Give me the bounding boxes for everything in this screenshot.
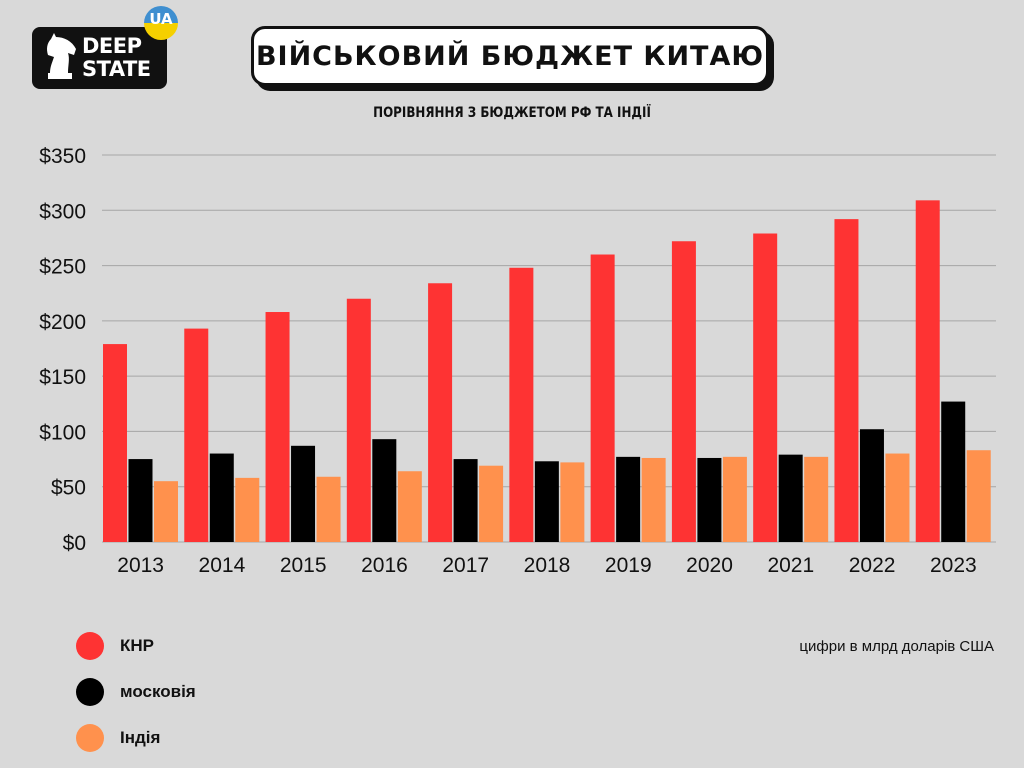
bar-2-2020 xyxy=(722,456,747,542)
bar-2-2013 xyxy=(154,481,178,542)
y-tick-label: $0 xyxy=(63,532,86,555)
bar-2-2019 xyxy=(641,457,666,542)
bar-chart: $0$50$100$150$200$250$300$350 2013 2014 20… xyxy=(39,145,996,577)
legend-dot-russia xyxy=(76,678,104,706)
bar-1-2019 xyxy=(616,456,641,542)
bar-2-2023 xyxy=(966,450,991,542)
bar-2-2015 xyxy=(316,476,341,542)
legend-item-china: КНР xyxy=(76,623,196,669)
bar-2-2021 xyxy=(804,456,829,542)
bar-1-2014 xyxy=(209,453,234,542)
bars xyxy=(103,200,991,543)
y-tick-label: $50 xyxy=(51,477,86,500)
bar-1-2017 xyxy=(453,459,478,542)
x-tick-label: 2018 xyxy=(524,554,571,577)
legend-item-russia: московія xyxy=(76,669,196,715)
bar-1-2020 xyxy=(697,457,722,542)
logo-text-line2: STATE xyxy=(82,57,151,81)
x-tick-label: 2023 xyxy=(930,554,977,577)
bar-1-2013 xyxy=(128,459,153,542)
y-tick-label: $100 xyxy=(39,421,86,444)
chart-subtitle: ПОРІВНЯННЯ З БЮДЖЕТОМ РФ ТА ІНДІЇ xyxy=(373,105,651,121)
bar-1-2016 xyxy=(372,439,397,542)
bar-0-2019 xyxy=(590,254,615,542)
bar-2-2016 xyxy=(397,471,422,542)
y-tick-label: $200 xyxy=(39,311,86,334)
bar-1-2022 xyxy=(859,429,884,542)
legend-label-russia: московія xyxy=(120,682,196,701)
deep-state-logo: DEEP STATE xyxy=(32,27,167,89)
y-tick-label: $350 xyxy=(39,145,86,168)
bar-0-2017 xyxy=(428,283,453,542)
legend-label-china: КНР xyxy=(120,636,154,655)
bar-0-2023 xyxy=(915,200,940,542)
legend: КНР московія Індія xyxy=(76,623,196,761)
x-tick-label: 2013 xyxy=(117,554,164,577)
units-note: цифри в млрд доларів США xyxy=(799,638,994,655)
x-tick-label: 2020 xyxy=(686,554,733,577)
y-axis-ticks: $0 $50 $100 $150 $200 $250 $300 $350 xyxy=(39,145,86,555)
bar-2-2018 xyxy=(560,462,585,542)
legend-dot-india xyxy=(76,724,104,752)
bar-0-2016 xyxy=(346,298,371,542)
bar-1-2021 xyxy=(778,454,803,542)
y-tick-label: $300 xyxy=(39,200,86,223)
y-tick-label: $150 xyxy=(39,366,86,389)
bar-0-2015 xyxy=(265,312,290,542)
bar-2-2022 xyxy=(885,453,910,542)
bar-0-2014 xyxy=(184,328,209,542)
x-tick-label: 2014 xyxy=(199,554,246,577)
bar-0-2013 xyxy=(103,344,127,542)
x-tick-label: 2022 xyxy=(849,554,896,577)
bar-2-2014 xyxy=(235,477,260,542)
bar-0-2020 xyxy=(671,241,696,542)
bar-2-2017 xyxy=(479,465,504,542)
bar-1-2018 xyxy=(534,461,559,542)
logo-text: DEEP STATE xyxy=(82,35,151,81)
logo-text-line1: DEEP xyxy=(82,34,142,58)
legend-dot-china xyxy=(76,632,104,660)
knight-icon xyxy=(47,33,76,79)
bar-0-2018 xyxy=(509,267,534,542)
ua-flag-badge-icon xyxy=(144,6,178,40)
legend-label-india: Індія xyxy=(120,728,161,747)
x-tick-label: 2015 xyxy=(280,554,327,577)
logo-badge-text: UA xyxy=(149,10,173,28)
legend-item-india: Індія xyxy=(76,715,196,761)
y-tick-label: $250 xyxy=(39,256,86,279)
x-axis-ticks: 2013 2014 2015 2016 2017 2018 2019 2020 2021 2022… xyxy=(117,554,976,577)
x-tick-label: 2017 xyxy=(442,554,489,577)
bar-0-2021 xyxy=(753,233,778,542)
chart-title: ВІЙСЬКОВИЙ БЮДЖЕТ КИТАЮ xyxy=(251,26,769,86)
x-tick-label: 2021 xyxy=(767,554,814,577)
bar-0-2022 xyxy=(834,219,859,543)
x-tick-label: 2019 xyxy=(605,554,652,577)
bar-1-2023 xyxy=(941,401,966,542)
bar-1-2015 xyxy=(291,445,316,542)
x-tick-label: 2016 xyxy=(361,554,408,577)
